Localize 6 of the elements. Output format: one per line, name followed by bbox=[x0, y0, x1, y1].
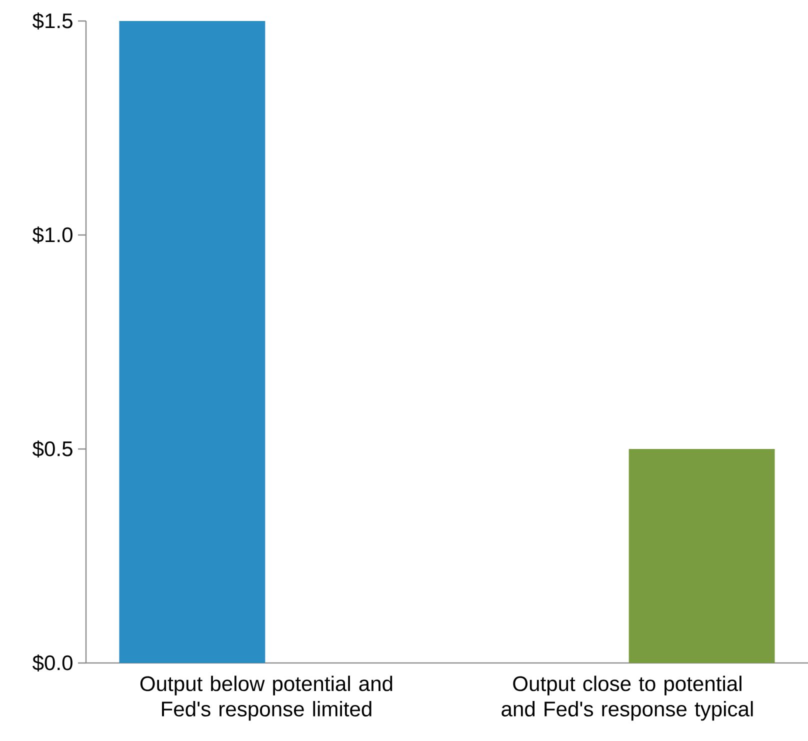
y-tick-label: $1.0 bbox=[32, 226, 72, 244]
x-tick-label: Output below potential and Fed's response limited bbox=[140, 676, 392, 721]
y-tick-label: $1.5 bbox=[32, 12, 72, 30]
x-tick-label: Output close to potential and Fed's response typical bbox=[502, 676, 753, 721]
y-tick-label: $0.0 bbox=[32, 654, 72, 672]
y-tick-label: $0.5 bbox=[32, 440, 72, 458]
